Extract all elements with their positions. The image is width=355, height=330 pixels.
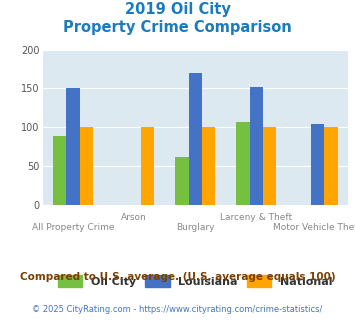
Text: Property Crime Comparison: Property Crime Comparison xyxy=(63,20,292,35)
Bar xyxy=(66,88,80,205)
Bar xyxy=(324,127,338,205)
Bar xyxy=(263,127,277,205)
Legend: Oil City, Louisiana, National: Oil City, Louisiana, National xyxy=(58,275,333,287)
Text: Larceny & Theft: Larceny & Theft xyxy=(220,213,293,222)
Text: Burglary: Burglary xyxy=(176,223,214,232)
Bar xyxy=(311,124,324,205)
Bar xyxy=(202,127,215,205)
Bar xyxy=(80,127,93,205)
Bar xyxy=(53,136,66,205)
Text: Arson: Arson xyxy=(121,213,147,222)
Text: 2019 Oil City: 2019 Oil City xyxy=(125,2,230,16)
Text: All Property Crime: All Property Crime xyxy=(32,223,114,232)
Bar xyxy=(236,122,250,205)
Bar xyxy=(189,73,202,205)
Bar xyxy=(141,127,154,205)
Text: Compared to U.S. average. (U.S. average equals 100): Compared to U.S. average. (U.S. average … xyxy=(20,272,335,282)
Bar xyxy=(175,157,189,205)
Text: © 2025 CityRating.com - https://www.cityrating.com/crime-statistics/: © 2025 CityRating.com - https://www.city… xyxy=(32,305,323,314)
Bar xyxy=(250,87,263,205)
Text: Motor Vehicle Theft: Motor Vehicle Theft xyxy=(273,223,355,232)
